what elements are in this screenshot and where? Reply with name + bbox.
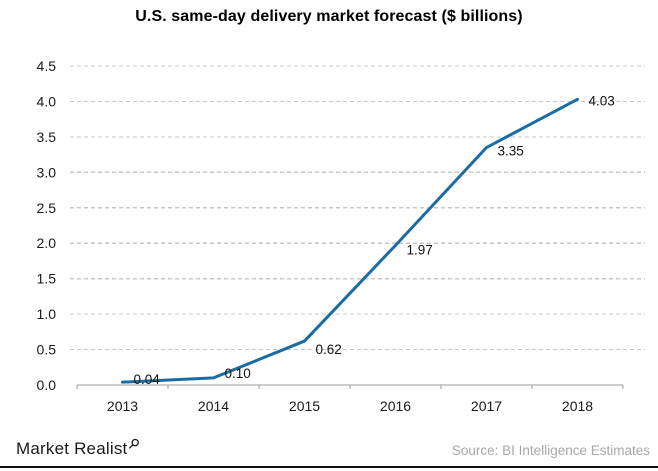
data-point-label: 1.97 [407, 242, 433, 257]
x-axis-tick-label: 2017 [471, 398, 502, 414]
x-axis-tick-label: 2014 [198, 398, 229, 414]
x-axis-tick-label: 2013 [107, 398, 138, 414]
chart-title: U.S. same-day delivery market forecast (… [135, 8, 523, 25]
y-axis-tick-label: 4.0 [37, 93, 57, 109]
data-point-label: 4.03 [589, 93, 615, 108]
footer-divider-bar [0, 466, 658, 468]
brand-logo-text: Market Realist [16, 439, 128, 458]
y-axis-tick-label: 0.5 [37, 342, 57, 358]
y-axis-tick-label: 1.0 [37, 306, 57, 322]
data-point-label: 0.10 [225, 366, 251, 381]
y-axis-tick-label: 0.0 [37, 377, 57, 393]
y-axis-tick-label: 3.0 [37, 164, 57, 180]
x-axis-tick-label: 2018 [562, 398, 593, 414]
data-point-label: 3.35 [498, 144, 524, 159]
forecast-line [121, 97, 579, 384]
y-axis-tick-label: 2.0 [37, 235, 57, 251]
data-point-label: 0.04 [134, 372, 161, 387]
x-axis-tick-label: 2015 [289, 398, 320, 414]
y-axis-tick-label: 1.5 [37, 271, 57, 287]
x-axis-tick-label: 2016 [380, 398, 411, 414]
magnifier-icon [128, 435, 140, 455]
data-point-label: 0.62 [316, 342, 342, 357]
y-axis-tick-label: 4.5 [37, 58, 57, 74]
y-axis-tick-label: 3.5 [37, 129, 57, 145]
brand-logo: Market Realist [16, 438, 140, 459]
y-axis-tick-label: 2.5 [37, 200, 57, 216]
source-attribution: Source: BI Intelligence Estimates [451, 443, 650, 458]
